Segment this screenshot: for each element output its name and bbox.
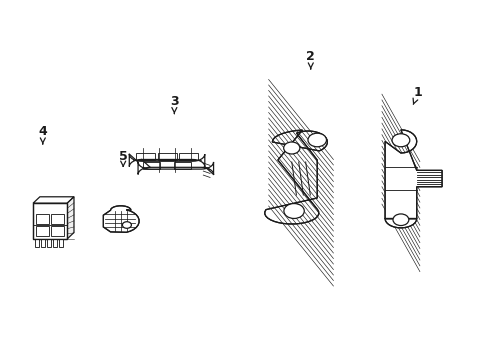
Text: 5: 5 xyxy=(119,150,127,166)
Ellipse shape xyxy=(284,142,300,154)
Polygon shape xyxy=(67,197,74,239)
Polygon shape xyxy=(385,130,442,228)
Circle shape xyxy=(393,214,409,226)
Polygon shape xyxy=(53,239,57,247)
Text: 1: 1 xyxy=(413,86,422,104)
Polygon shape xyxy=(103,206,139,232)
Circle shape xyxy=(308,133,326,147)
Polygon shape xyxy=(47,239,51,247)
Text: 2: 2 xyxy=(306,50,315,69)
Polygon shape xyxy=(265,130,327,224)
Polygon shape xyxy=(33,197,74,203)
Circle shape xyxy=(284,203,304,219)
Text: 3: 3 xyxy=(170,95,179,113)
Polygon shape xyxy=(129,154,205,167)
Text: 4: 4 xyxy=(38,125,47,144)
Polygon shape xyxy=(33,203,67,239)
Circle shape xyxy=(122,222,131,228)
Circle shape xyxy=(392,134,410,147)
Polygon shape xyxy=(59,239,63,247)
Polygon shape xyxy=(35,239,39,247)
Polygon shape xyxy=(41,239,45,247)
